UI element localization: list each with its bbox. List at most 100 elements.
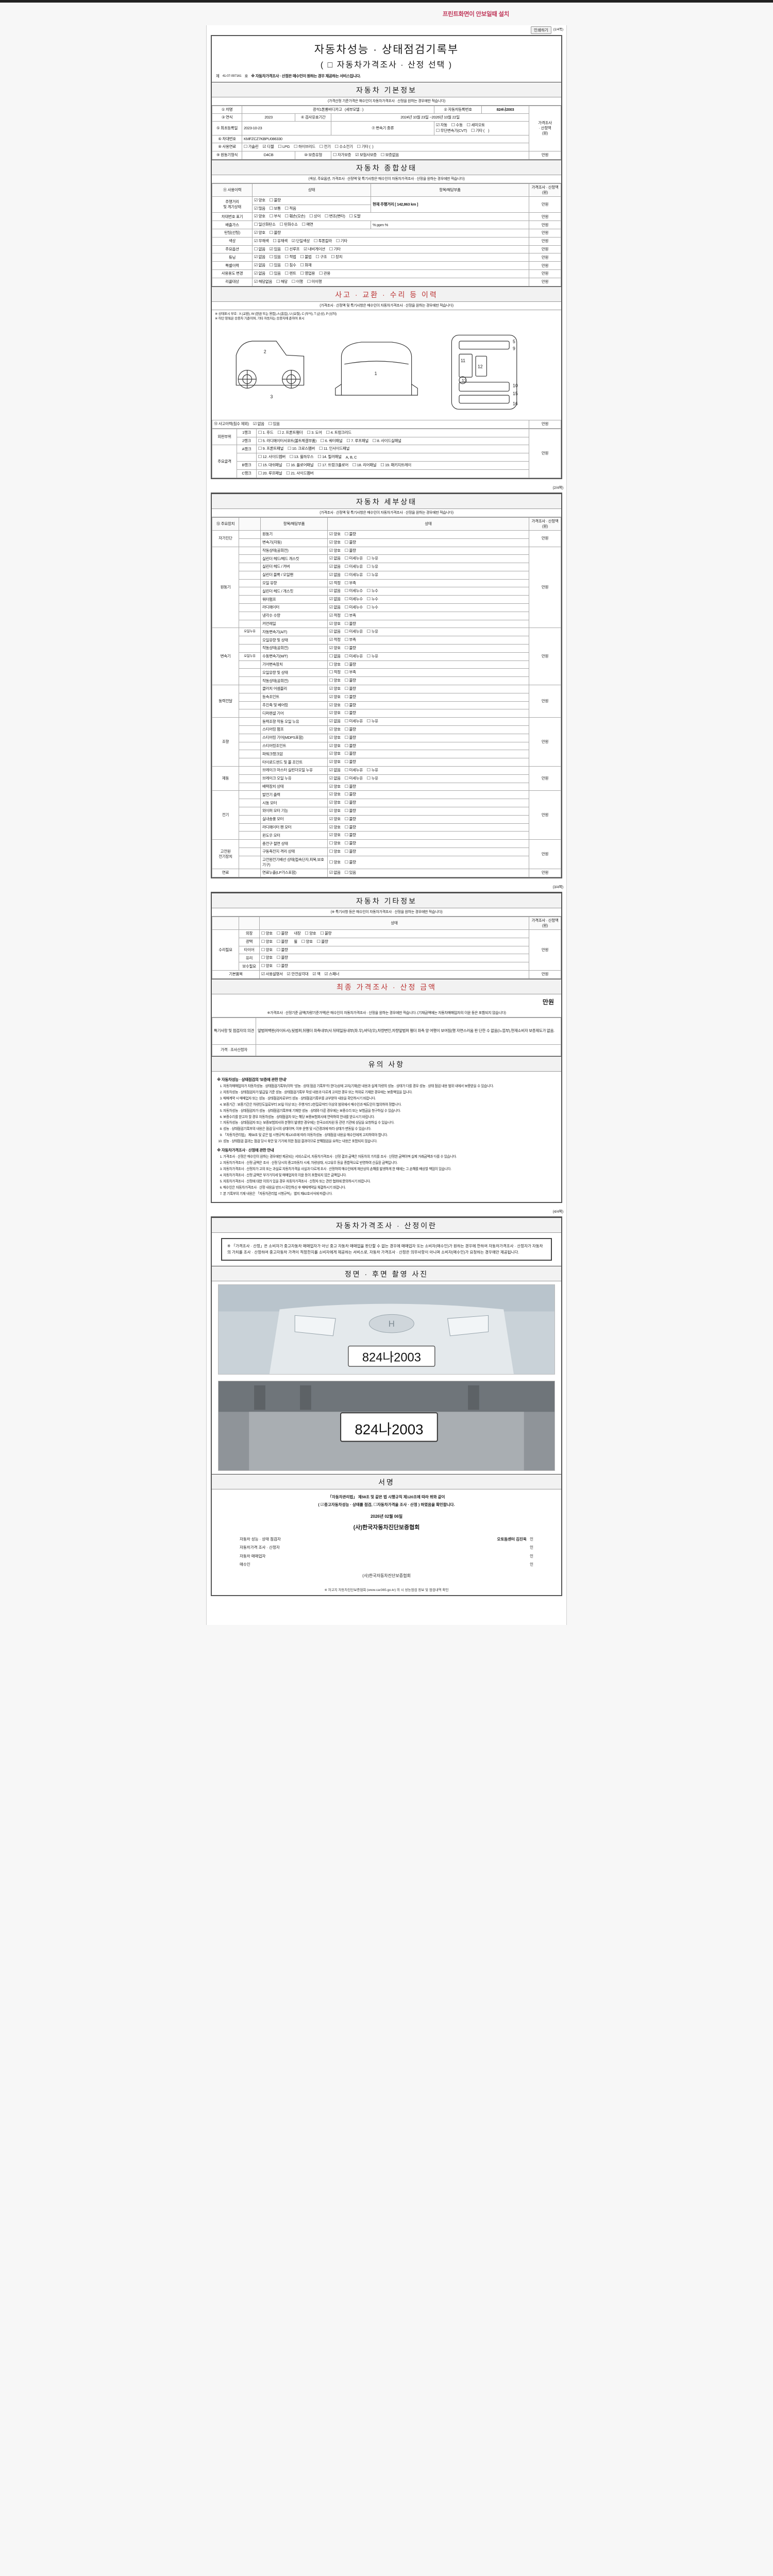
- frame-trunk-floor[interactable]: ☐ 17. 트렁크플로어: [317, 463, 348, 468]
- opt-good[interactable]: ☑ 양호: [254, 230, 265, 235]
- fuel-opt-hybrid[interactable]: ☐ 하이브리드: [294, 144, 315, 149]
- opt-없음[interactable]: ☑ 없음: [329, 605, 341, 610]
- opt-불량[interactable]: ☐ 불량: [344, 710, 356, 716]
- opt-양호[interactable]: ☐ 양호: [261, 947, 273, 952]
- opt-bad[interactable]: ☐ 불량: [269, 230, 281, 235]
- opt-chromatic[interactable]: ☐ 유채색: [273, 238, 288, 243]
- opt-exist[interactable]: ☐ 있음: [269, 255, 281, 260]
- opt-양호[interactable]: ☑ 양호: [329, 727, 341, 732]
- opt-양호[interactable]: ☑ 양호: [329, 824, 341, 829]
- opt-applicable[interactable]: ☐ 해당: [276, 279, 288, 284]
- opt-corrosion[interactable]: ☐ 부식: [269, 214, 281, 219]
- opt2-양호[interactable]: ☐ 양호: [305, 931, 316, 936]
- opt-미세누수[interactable]: ☐ 미세누수: [344, 597, 363, 602]
- opt-structure[interactable]: ☐ 구조: [315, 255, 327, 260]
- opt-누유[interactable]: ☐ 누유: [366, 556, 378, 561]
- opt-altered[interactable]: ☐ 변조(변타): [325, 214, 345, 219]
- transmission-opt-auto[interactable]: ☑ 자동: [436, 123, 447, 128]
- opt-불량[interactable]: ☐ 불량: [344, 531, 356, 536]
- opt-불량[interactable]: ☐ 불량: [276, 955, 288, 960]
- opt-불량[interactable]: ☐ 불량: [344, 784, 356, 789]
- opt-양호[interactable]: ☐ 양호: [261, 931, 273, 936]
- opt-양호[interactable]: ☑ 양호: [329, 816, 341, 821]
- panel-roof[interactable]: ☐ 7. 루프패널: [346, 438, 368, 443]
- opt-불량[interactable]: ☐ 불량: [344, 621, 356, 626]
- opt-양호[interactable]: ☑ 양호: [329, 621, 341, 626]
- opt-불량[interactable]: ☐ 불량: [344, 694, 356, 699]
- opt-양호[interactable]: ☑ 양호: [329, 710, 341, 716]
- opt-누수[interactable]: ☐ 누수: [366, 588, 378, 594]
- opt-누유[interactable]: ☐ 누유: [366, 564, 378, 569]
- opt-different[interactable]: ☐ 상이: [309, 214, 321, 219]
- opt-적정[interactable]: ☑ 적정: [329, 613, 341, 618]
- opt-불량[interactable]: ☐ 불량: [344, 833, 356, 838]
- opt-없음[interactable]: ☑ 없음: [329, 588, 341, 594]
- opt-불량[interactable]: ☐ 불량: [344, 841, 356, 846]
- opt-good[interactable]: ☑ 양호: [254, 214, 265, 219]
- opt-불량[interactable]: ☐ 불량: [344, 678, 356, 683]
- opt-few[interactable]: ☐ 적음: [284, 206, 296, 211]
- opt-양호[interactable]: ☐ 양호: [261, 963, 273, 969]
- opt-normal[interactable]: ☐ 보통: [269, 206, 281, 211]
- opt-불량[interactable]: ☐ 불량: [344, 548, 356, 553]
- frame-rear-panel[interactable]: ☐ 18. 리어패널: [352, 463, 377, 468]
- opt-sunroof[interactable]: ☐ 선루프: [284, 246, 300, 251]
- opt-양호[interactable]: ☑ 양호: [329, 808, 341, 813]
- opt-없음[interactable]: ☑ 없음: [329, 870, 341, 875]
- opt-exist[interactable]: ☐ 있음: [269, 263, 281, 268]
- opt-미세누유[interactable]: ☐ 미세누유: [344, 653, 363, 658]
- opt-hc[interactable]: ☐ 탄화수소: [279, 222, 298, 227]
- transmission-opt-manual[interactable]: ☐ 수동: [451, 123, 463, 128]
- opt-양호[interactable]: ☑ 양호: [329, 531, 341, 536]
- opt-불량[interactable]: ☐ 불량: [276, 947, 288, 952]
- opt-양호[interactable]: ☐ 양호: [329, 662, 341, 667]
- opt-없음[interactable]: ☑ 없음: [329, 556, 341, 561]
- opt-불량[interactable]: ☐ 불량: [344, 849, 356, 854]
- frame-side-member-c[interactable]: ☐ 21. 사이드멤버: [286, 470, 314, 476]
- opt-불량[interactable]: ☐ 불량: [344, 808, 356, 813]
- opt-양호[interactable]: ☐ 양호: [329, 678, 341, 683]
- frame-cross-member[interactable]: ☐ 10. 크로스멤버: [288, 446, 315, 451]
- opt-양호[interactable]: ☐ 양호: [329, 859, 341, 865]
- opt-불량[interactable]: ☐ 불량: [344, 792, 356, 797]
- opt-damage[interactable]: ☐ 훼손(오손): [284, 214, 306, 219]
- opt-exist[interactable]: ☐ 있음: [268, 421, 280, 427]
- warranty-opt-none[interactable]: ☐ 보증없음: [380, 152, 399, 157]
- opt-불량[interactable]: ☐ 불량: [344, 800, 356, 805]
- opt-불량[interactable]: ☐ 불량: [344, 735, 356, 740]
- opt-achromatic[interactable]: ☑ 무채색: [254, 238, 269, 243]
- opt-누수[interactable]: ☐ 누수: [366, 605, 378, 610]
- opt-illegal[interactable]: ☐ 불법: [300, 255, 312, 260]
- opt-none[interactable]: ☑ 없음: [253, 421, 264, 427]
- opt-없음[interactable]: ☑ 없음: [329, 768, 341, 773]
- opt-flood[interactable]: ☐ 침수: [284, 263, 296, 268]
- frame-side-member[interactable]: ☐ 12. 사이드멤버: [258, 454, 285, 460]
- fuel-opt-electric[interactable]: ☐ 전기: [319, 144, 331, 149]
- opt-smoke[interactable]: ☐ 매연: [301, 222, 313, 227]
- opt-적정[interactable]: ☑ 적정: [329, 637, 341, 642]
- opt-양호[interactable]: ☑ 양호: [329, 833, 341, 838]
- opt-없음[interactable]: ☑ 없음: [329, 775, 341, 781]
- opt2-양호[interactable]: ☐ 양호: [301, 939, 313, 944]
- opt-양호[interactable]: ☑ 양호: [329, 751, 341, 756]
- panel-quarter[interactable]: ☐ 6. 쿼터패널: [320, 438, 343, 443]
- opt-exist[interactable]: ☐ 있음: [269, 270, 281, 276]
- opt-양호[interactable]: ☐ 양호: [329, 849, 341, 854]
- opt-양호[interactable]: ☑ 양호: [329, 548, 341, 553]
- opt-불량[interactable]: ☐ 불량: [344, 816, 356, 821]
- opt-부족[interactable]: ☐ 부족: [344, 613, 356, 618]
- opt-적정[interactable]: ☐ 적정: [329, 670, 341, 675]
- print-button[interactable]: 인쇄하기: [531, 26, 551, 34]
- opt-누유[interactable]: ☐ 누유: [366, 775, 378, 781]
- opt-불량[interactable]: ☐ 불량: [276, 931, 288, 936]
- opt-rent[interactable]: ☐ 렌트: [284, 270, 296, 276]
- frame-roof-panel[interactable]: ☐ 20. 루프패널: [258, 470, 282, 476]
- opt-미세누유[interactable]: ☐ 미세누유: [344, 768, 363, 773]
- frame-floor-panel[interactable]: ☐ 16. 플로어패널: [286, 463, 314, 468]
- opt-etc[interactable]: ☐ 기타: [336, 238, 347, 243]
- panel-hood[interactable]: ☐ 1. 후드: [258, 430, 274, 435]
- item-jack[interactable]: ☑ 잭: [312, 972, 321, 977]
- install-print-link[interactable]: 프린트화면이 안보일때 설치: [442, 11, 509, 18]
- opt-fire[interactable]: ☐ 화재: [300, 263, 312, 268]
- opt-navigation[interactable]: ☑ 내비게이션: [304, 246, 325, 251]
